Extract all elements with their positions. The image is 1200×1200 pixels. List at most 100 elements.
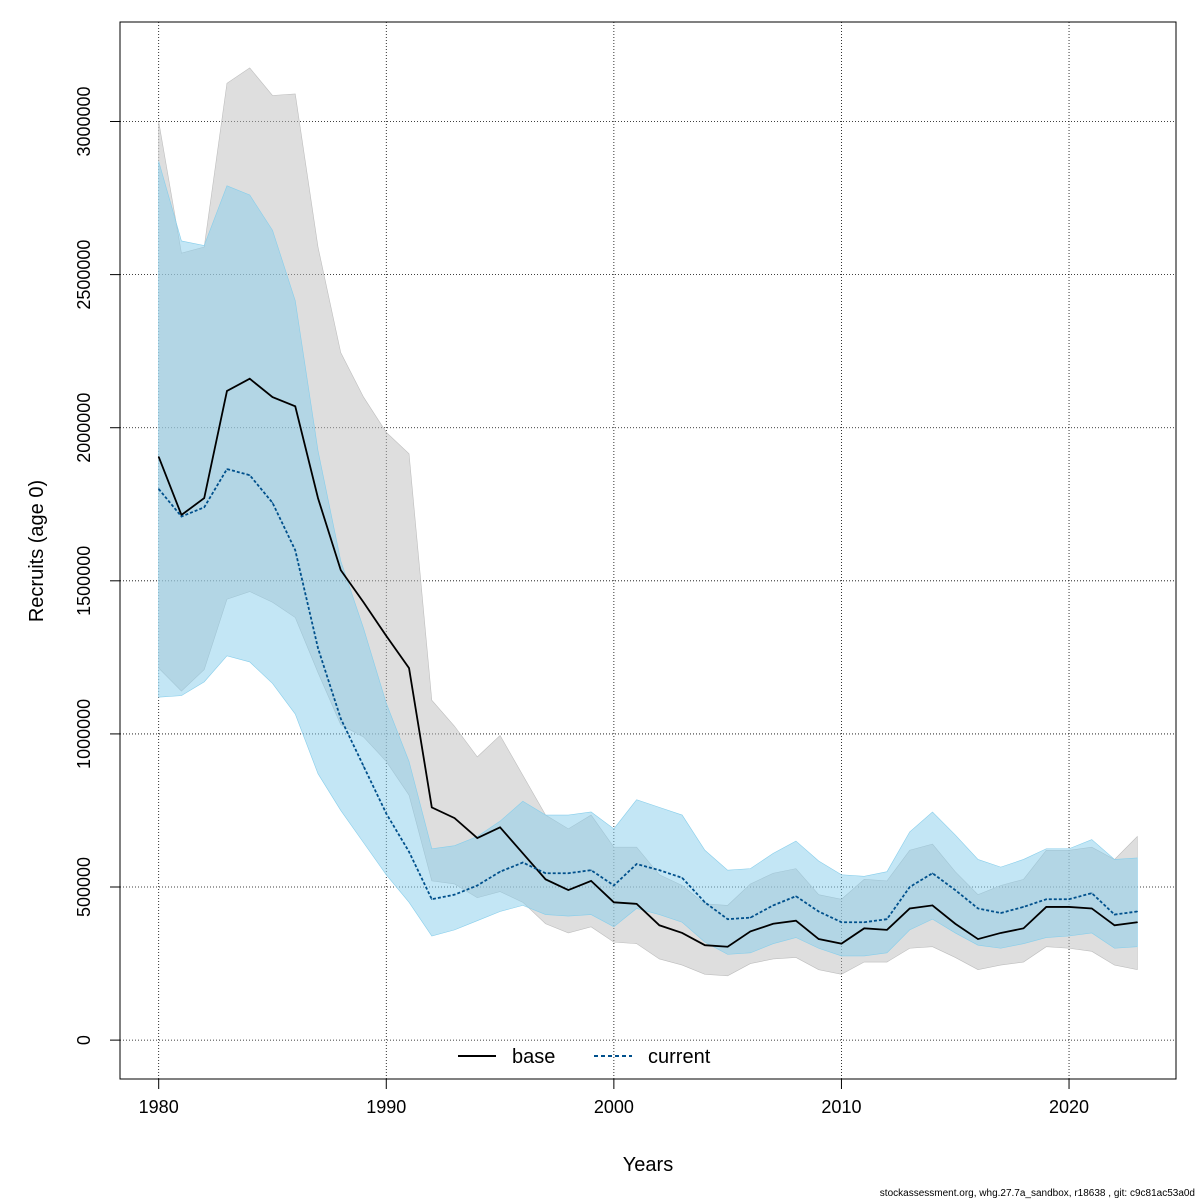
legend-label-current: current	[648, 1046, 711, 1068]
point-base	[522, 852, 524, 854]
point-current	[431, 898, 433, 900]
point-base	[909, 907, 911, 910]
point-base	[317, 497, 319, 499]
x-axis-title: Years	[623, 1154, 673, 1176]
point-current	[772, 904, 774, 906]
point-base	[408, 667, 410, 669]
point-base	[362, 601, 365, 603]
point-base	[886, 929, 888, 931]
point-current	[362, 765, 365, 767]
point-current	[840, 921, 843, 923]
point-current	[567, 872, 569, 874]
point-current	[658, 869, 660, 871]
x-tick-label: 1990	[366, 1097, 406, 1117]
band-current	[158, 161, 1138, 957]
point-base	[727, 946, 729, 948]
y-tick-label: 500000	[74, 857, 94, 917]
point-current	[340, 718, 342, 720]
point-base	[818, 938, 820, 940]
point-current	[931, 872, 934, 874]
point-base	[1091, 907, 1093, 910]
point-base	[840, 943, 843, 945]
point-current	[408, 851, 410, 853]
point-base	[931, 904, 934, 906]
line-current	[157, 468, 1138, 924]
y-tick-label: 1500000	[74, 546, 94, 616]
point-current	[1136, 910, 1138, 913]
point-current	[1068, 898, 1070, 900]
y-tick-label: 0	[74, 1035, 94, 1045]
point-current	[1000, 912, 1002, 914]
point-base	[954, 923, 956, 925]
x-tick-label: 2020	[1049, 1097, 1089, 1117]
point-current	[385, 812, 387, 815]
point-base	[1068, 906, 1070, 908]
confidence-bands	[158, 67, 1138, 977]
point-current	[476, 884, 478, 887]
point-base	[658, 924, 660, 926]
x-tick-label: 2010	[821, 1097, 861, 1117]
legend-label-base: base	[512, 1046, 555, 1068]
point-base	[1045, 906, 1047, 908]
point-base	[431, 806, 433, 809]
point-base	[772, 923, 774, 925]
point-current	[158, 488, 160, 490]
point-base	[749, 930, 752, 933]
x-tick-label: 2000	[594, 1097, 634, 1117]
point-base	[453, 817, 456, 819]
point-base	[294, 405, 296, 407]
y-tick-label: 1000000	[74, 699, 94, 769]
point-base	[476, 837, 478, 839]
point-current	[294, 549, 296, 551]
point-base	[271, 396, 274, 398]
point-base	[795, 920, 797, 922]
y-axis-title: Recruits (age 0)	[26, 480, 48, 622]
footer-credit: stockassessment.org, whg.27.7a_sandbox, …	[880, 1188, 1195, 1199]
point-base	[704, 944, 706, 946]
point-base	[681, 932, 683, 934]
point-current	[818, 910, 820, 913]
point-current	[1045, 898, 1047, 900]
point-current	[226, 468, 228, 470]
point-current	[203, 506, 205, 508]
axes: 1980 1990 2000 2010 2020 0 500000 1000000 150000…	[74, 86, 1089, 1117]
point-base	[1022, 927, 1025, 929]
x-tick-label: 1980	[139, 1097, 179, 1117]
point-current	[271, 502, 274, 504]
point-base	[158, 456, 160, 458]
point-current	[749, 917, 752, 919]
point-base	[613, 901, 615, 903]
legend: base current	[458, 1046, 711, 1068]
y-tick-label: 3000000	[74, 86, 94, 156]
point-current	[1091, 892, 1093, 894]
point-base	[977, 938, 979, 940]
point-base	[1113, 924, 1116, 926]
point-base	[636, 903, 638, 905]
point-base	[1136, 921, 1138, 923]
point-current	[909, 886, 911, 888]
point-current	[977, 907, 979, 910]
point-base	[544, 878, 547, 880]
point-current	[613, 884, 615, 887]
point-current	[681, 877, 683, 879]
point-current	[1113, 913, 1116, 916]
point-current	[522, 861, 524, 864]
point-current	[863, 921, 865, 923]
point-base	[226, 390, 228, 392]
point-current	[704, 901, 706, 903]
point-base	[340, 569, 342, 571]
point-base	[567, 889, 569, 891]
point-current	[636, 863, 638, 865]
point-current	[453, 894, 456, 896]
series-lines	[157, 377, 1138, 948]
line-base	[157, 377, 1138, 948]
point-base	[590, 880, 592, 882]
point-current	[954, 889, 956, 891]
point-current	[499, 871, 501, 873]
y-tick-label: 2000000	[74, 393, 94, 463]
point-current	[795, 895, 797, 897]
point-current	[1022, 906, 1025, 908]
point-current	[544, 872, 547, 874]
point-current	[886, 918, 888, 920]
